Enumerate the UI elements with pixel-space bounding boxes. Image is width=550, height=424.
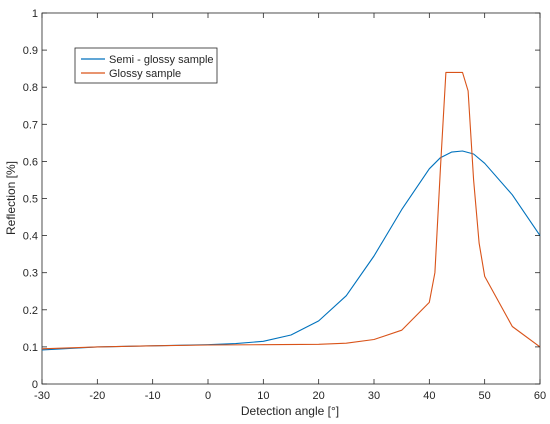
x-tick-label: -20 bbox=[89, 390, 105, 402]
legend-box bbox=[74, 47, 218, 84]
legend-label: Glossy sample bbox=[109, 68, 181, 80]
x-tick-label: 20 bbox=[313, 390, 325, 402]
series-line-glossy bbox=[41, 71, 541, 350]
tick-layer: -30 -20 -10 0 10 20 30 40 50 60 0 0.1 0.2 0.3 0.4 0.5 0.… bbox=[23, 8, 546, 402]
legend-label: Semi - glossy sample bbox=[109, 54, 214, 66]
x-tick-label: 60 bbox=[534, 390, 546, 402]
y-tick-label: 0 bbox=[32, 379, 38, 391]
y-tick-label: 0.7 bbox=[23, 119, 38, 131]
y-tick-label: 0.4 bbox=[23, 231, 38, 243]
x-tick-label: -10 bbox=[145, 390, 161, 402]
x-tick-label: 50 bbox=[479, 390, 491, 402]
y-tick-label: 0.1 bbox=[23, 342, 38, 354]
y-tick-label: 0.5 bbox=[23, 194, 38, 206]
x-tick-label: 40 bbox=[423, 390, 435, 402]
legend: Semi - glossy sample Glossy sample bbox=[74, 47, 218, 84]
y-axis-title: Reflection [%] bbox=[4, 161, 18, 235]
series-layer bbox=[41, 71, 541, 351]
x-axis-title: Detection angle [°] bbox=[241, 404, 339, 418]
x-tick-label: 0 bbox=[205, 390, 211, 402]
x-tick-label: 10 bbox=[257, 390, 269, 402]
x-tick-label: 30 bbox=[368, 390, 380, 402]
y-tick-label: 1 bbox=[32, 8, 38, 20]
y-tick-label: 0.3 bbox=[23, 268, 38, 280]
y-tick-label: 0.8 bbox=[23, 82, 38, 94]
y-tick-label: 0.2 bbox=[23, 305, 38, 317]
y-tick-label: 0.6 bbox=[23, 156, 38, 168]
y-tick-label: 0.9 bbox=[23, 45, 38, 57]
x-tick-label: -30 bbox=[34, 390, 50, 402]
